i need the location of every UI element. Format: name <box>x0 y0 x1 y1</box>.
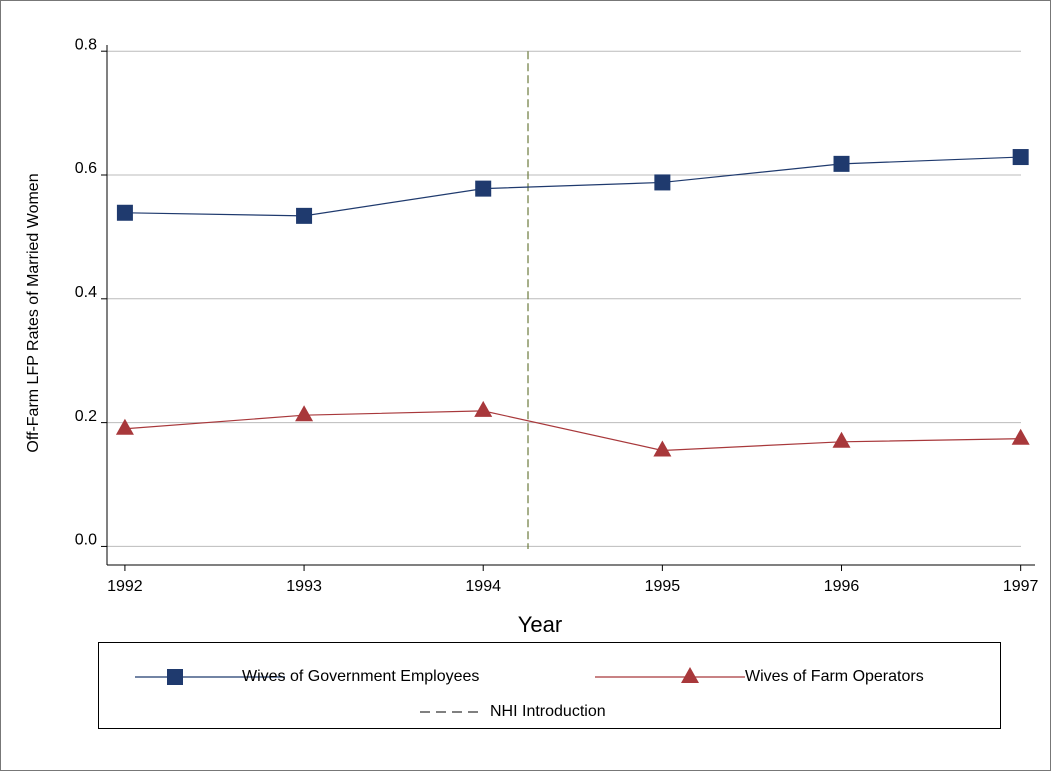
y-tick-label: 0.0 <box>75 532 97 549</box>
point <box>115 418 134 435</box>
y-axis-title: Off-Farm LFP Rates of Married Women <box>25 173 42 452</box>
y-tick-label: 0.4 <box>75 284 97 301</box>
legend-marker <box>681 667 699 683</box>
point <box>475 180 492 197</box>
series-line <box>124 156 1021 217</box>
legend-label: Wives of Government Employees <box>242 668 479 685</box>
x-tick-label: 1996 <box>824 578 860 595</box>
point <box>295 405 314 422</box>
point <box>653 440 672 457</box>
point <box>832 431 851 448</box>
legend-box <box>98 642 1001 729</box>
legend-marker <box>167 669 183 685</box>
point <box>654 174 671 191</box>
y-tick-label: 0.2 <box>75 408 97 425</box>
point <box>1011 428 1030 445</box>
point <box>296 207 313 224</box>
x-axis-title: Year <box>518 612 562 637</box>
legend-label: NHI Introduction <box>490 703 606 720</box>
point <box>474 400 493 417</box>
x-tick-label: 1994 <box>465 578 501 595</box>
y-tick-label: 0.6 <box>75 160 97 177</box>
point <box>116 204 133 221</box>
x-tick-label: 1997 <box>1003 578 1039 595</box>
x-tick-label: 1992 <box>107 578 143 595</box>
point <box>833 155 850 172</box>
legend-label: Wives of Farm Operators <box>745 668 924 685</box>
series-line <box>124 410 1021 452</box>
x-tick-label: 1995 <box>645 578 681 595</box>
point <box>1012 149 1029 166</box>
x-tick-label: 1993 <box>286 578 322 595</box>
y-tick-label: 0.8 <box>75 36 97 53</box>
